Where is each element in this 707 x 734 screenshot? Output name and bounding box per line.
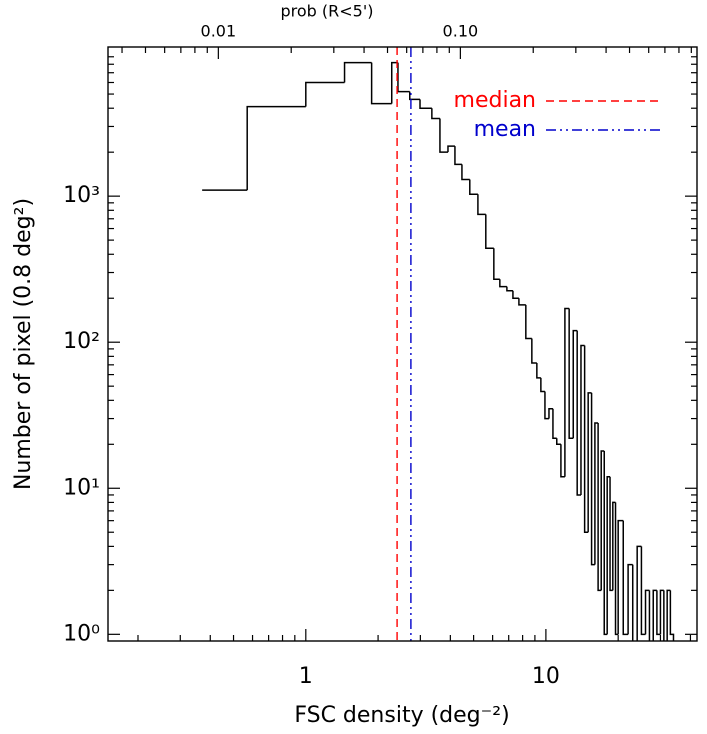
- histogram-bin: [648, 590, 651, 641]
- histogram-bin: [617, 519, 624, 635]
- x2-tick-label: 0.01: [201, 22, 237, 41]
- histogram-bin: [580, 344, 585, 495]
- axes-frame: [107, 46, 698, 642]
- histogram-bin: [431, 108, 440, 120]
- histogram-bin: [540, 377, 545, 393]
- histogram-bin: [603, 450, 608, 636]
- x2-tick-label: 0.10: [443, 22, 479, 41]
- histogram-bin: [614, 502, 619, 636]
- histogram-bin: [409, 91, 421, 101]
- histogram-bin: [246, 105, 306, 191]
- histogram-bin: [536, 363, 541, 379]
- histogram-bin: [390, 61, 398, 104]
- y-axis-title: Number of pixel (0.8 deg²): [11, 198, 36, 490]
- histogram-bin: [556, 438, 561, 446]
- histogram-bin: [636, 545, 642, 641]
- histogram-bin: [305, 81, 345, 107]
- histogram-bin: [447, 145, 455, 153]
- histogram-bin: [548, 408, 553, 419]
- histogram-bin: [469, 179, 478, 196]
- x-tick-label: 10: [532, 664, 560, 689]
- histogram-bin: [439, 118, 448, 153]
- histogram-bin: [544, 391, 549, 420]
- histogram-bin: [594, 422, 599, 565]
- histogram-bin: [564, 307, 570, 477]
- histogram-bin: [572, 329, 578, 439]
- histogram-bin: [568, 308, 574, 439]
- histogram-bin: [493, 248, 500, 280]
- y-tick-label: 10¹: [63, 475, 100, 500]
- y-tick-label: 10⁰: [63, 621, 100, 646]
- histogram-bin: [663, 590, 665, 641]
- histogram-bin: [656, 590, 661, 636]
- histogram-bin: [525, 304, 532, 340]
- x-axis-title: FSC density (deg⁻²): [294, 703, 509, 728]
- histogram-bin: [640, 546, 646, 636]
- histogram-bin: [560, 444, 565, 478]
- histogram-bin: [590, 392, 595, 566]
- histogram-bin: [461, 164, 470, 181]
- legend-label: median: [454, 88, 536, 113]
- histogram-bin: [512, 290, 519, 299]
- histogram-bin: [600, 450, 605, 591]
- histogram-bin: [612, 501, 616, 591]
- histogram-bin: [576, 330, 581, 496]
- histogram-bin: [627, 563, 633, 635]
- histogram-bin: [631, 564, 634, 641]
- legend-label: mean: [474, 117, 536, 142]
- histogram-bin: [477, 194, 486, 216]
- histogram-bin: [644, 589, 650, 635]
- histogram-bin: [583, 345, 589, 533]
- histogram-bin: [669, 590, 675, 641]
- histogram-bin: [454, 146, 462, 166]
- histogram-bin: [609, 476, 613, 592]
- top-axis-title: prob (R<5'): [281, 2, 374, 21]
- histogram-bin: [587, 392, 592, 533]
- y-tick-label: 10³: [63, 183, 100, 208]
- x-tick-label: 1: [299, 664, 313, 689]
- histogram-bin: [397, 62, 410, 93]
- histogram-bin: [343, 61, 372, 83]
- histogram-bin: [659, 589, 664, 635]
- histogram-bin: [485, 214, 494, 249]
- histogram-bin: [531, 338, 537, 364]
- plot-area: [202, 47, 675, 641]
- histogram-bin: [666, 589, 671, 641]
- histogram-bin: [370, 62, 392, 105]
- y-tick-label: 10²: [63, 329, 100, 354]
- histogram-bin: [597, 422, 602, 592]
- histogram-bin: [518, 298, 526, 306]
- histogram-bin: [506, 286, 513, 292]
- histogram-bin: [552, 408, 557, 439]
- histogram-bin: [622, 520, 629, 636]
- histogram-bin: [499, 279, 507, 288]
- histogram-bin: [419, 99, 432, 109]
- histogram-bin: [606, 475, 611, 635]
- histogram-bin: [652, 589, 657, 641]
